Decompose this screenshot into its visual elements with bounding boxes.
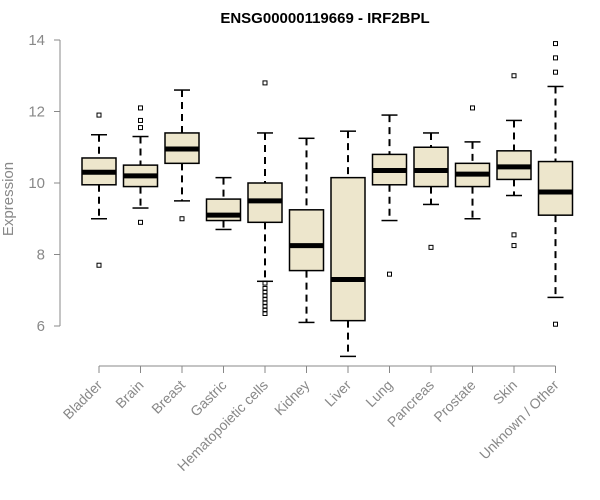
box-prostate [454, 105, 491, 220]
box-brain [122, 105, 159, 225]
y-tick-label: 10 [28, 175, 45, 192]
outlier-point [553, 69, 558, 75]
outlier-point [511, 232, 517, 238]
box-bladder [81, 112, 117, 268]
outlier-point [262, 80, 268, 86]
y-tick-label: 8 [37, 247, 45, 264]
x-tick-label: Skin [490, 377, 521, 408]
x-tick-label: Bladder [60, 377, 106, 423]
outlier-point [96, 112, 102, 118]
x-tick-label: Kidney [271, 377, 313, 419]
iqr-box [537, 160, 574, 216]
outlier-point [553, 55, 558, 61]
y-tick-label: 6 [37, 318, 45, 335]
iqr-box [330, 176, 366, 322]
outlier-point [511, 243, 517, 249]
outlier-point [262, 280, 268, 286]
boxes-group [81, 41, 574, 358]
x-tick-label: Brain [112, 377, 146, 411]
box-gastric [205, 176, 242, 231]
outlier-point [138, 105, 143, 111]
x-tick-label: Prostate [430, 377, 478, 425]
box-breast [164, 89, 200, 222]
outlier-point [138, 125, 143, 131]
x-tick-label: Breast [148, 377, 188, 417]
outlier-point [138, 219, 143, 225]
box-hematopoietic-cells [247, 80, 283, 316]
x-tick-label: Unknown / Other [476, 377, 562, 463]
outlier-point [553, 321, 558, 327]
box-kidney [288, 137, 325, 324]
outlier-point [138, 117, 143, 123]
outlier-point [511, 73, 517, 79]
box-lung [371, 114, 408, 277]
x-tick-label: Lung [362, 377, 395, 410]
box-liver [330, 130, 366, 358]
box-skin [496, 73, 532, 249]
y-tick-label: 12 [28, 104, 45, 121]
box-pancreas [413, 132, 449, 250]
outlier-point [96, 262, 102, 268]
iqr-box [288, 209, 325, 272]
chart-title: ENSG00000119669 - IRF2BPL [220, 10, 429, 27]
outlier-point [387, 271, 392, 277]
y-axis: 6 8 10 12 14 [28, 32, 61, 335]
outlier-point [179, 216, 185, 222]
box-unknown-other [537, 41, 574, 327]
y-tick-label: 14 [28, 32, 45, 49]
outlier-point [262, 310, 268, 316]
outlier-point [470, 105, 475, 111]
outlier-point [553, 41, 558, 47]
iqr-box [413, 146, 449, 188]
y-axis-label: Expression [0, 162, 17, 236]
outlier-point [428, 244, 434, 250]
x-tick-label: Liver [321, 377, 354, 410]
